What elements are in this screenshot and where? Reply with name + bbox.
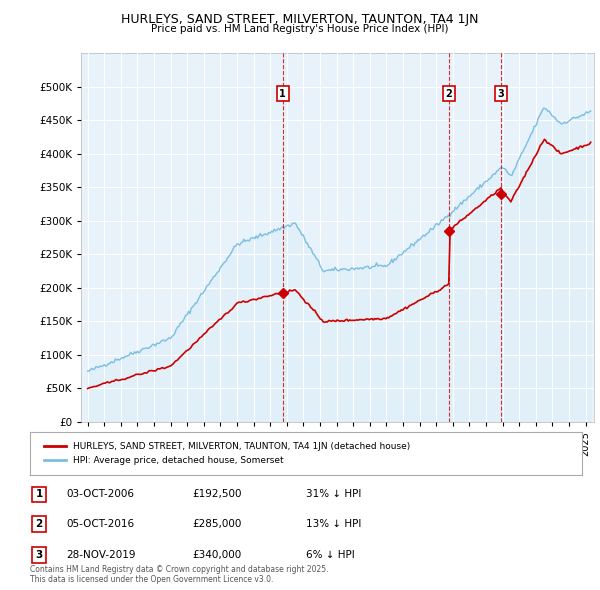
Legend: HURLEYS, SAND STREET, MILVERTON, TAUNTON, TA4 1JN (detached house), HPI: Average: HURLEYS, SAND STREET, MILVERTON, TAUNTON…: [40, 438, 414, 469]
Text: 28-NOV-2019: 28-NOV-2019: [66, 550, 136, 559]
Text: £192,500: £192,500: [192, 490, 241, 499]
Text: £340,000: £340,000: [192, 550, 241, 559]
Text: 1: 1: [35, 490, 43, 499]
Text: 3: 3: [35, 550, 43, 559]
Text: 3: 3: [497, 88, 505, 99]
Text: 6% ↓ HPI: 6% ↓ HPI: [306, 550, 355, 559]
Text: Price paid vs. HM Land Registry's House Price Index (HPI): Price paid vs. HM Land Registry's House …: [151, 24, 449, 34]
Text: 2: 2: [35, 519, 43, 529]
Text: 13% ↓ HPI: 13% ↓ HPI: [306, 519, 361, 529]
Text: 03-OCT-2006: 03-OCT-2006: [66, 490, 134, 499]
Text: 1: 1: [280, 88, 286, 99]
Text: HURLEYS, SAND STREET, MILVERTON, TAUNTON, TA4 1JN: HURLEYS, SAND STREET, MILVERTON, TAUNTON…: [121, 13, 479, 26]
Text: 31% ↓ HPI: 31% ↓ HPI: [306, 490, 361, 499]
Text: 05-OCT-2016: 05-OCT-2016: [66, 519, 134, 529]
Text: Contains HM Land Registry data © Crown copyright and database right 2025.
This d: Contains HM Land Registry data © Crown c…: [30, 565, 329, 584]
Text: £285,000: £285,000: [192, 519, 241, 529]
Text: 2: 2: [445, 88, 452, 99]
